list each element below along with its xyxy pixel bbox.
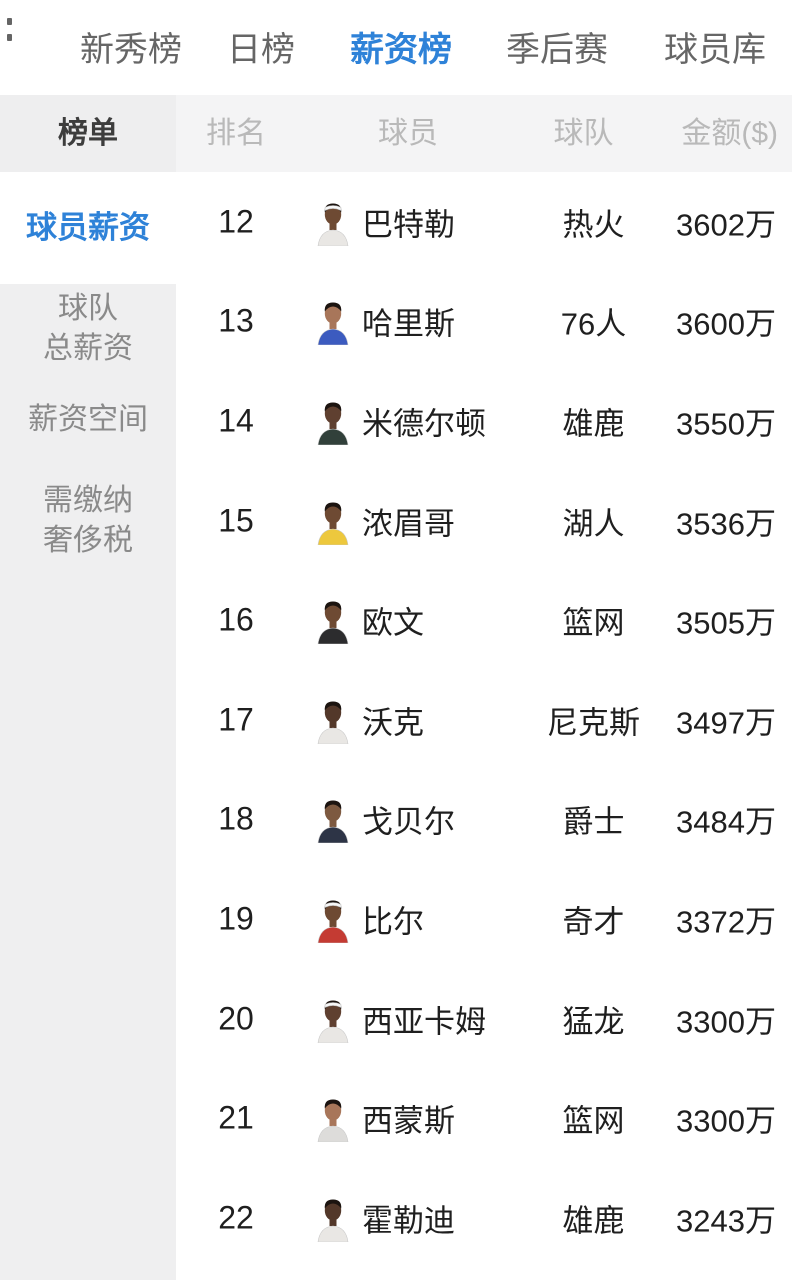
team-name: 篮网: [562, 605, 625, 641]
team-name: 76人: [560, 306, 627, 342]
player-avatar-icon: [313, 795, 353, 844]
rank-value: 13: [218, 302, 254, 339]
player-name: 霍勒迪: [362, 1203, 455, 1239]
sidebar-item-label: 奢侈税: [43, 524, 133, 557]
table-row[interactable]: 15 浓眉哥 湖人 3536万: [176, 471, 792, 571]
column-header-team: 球队: [553, 117, 614, 150]
player-name: 西亚卡姆: [362, 1004, 486, 1040]
rank-value: 18: [218, 800, 254, 837]
top-tab-bar: 新秀榜 日榜 薪资榜 季后赛 球员库: [0, 0, 792, 95]
rank-value: 21: [218, 1099, 254, 1136]
salary-amount: 3300万: [676, 1103, 776, 1139]
player-name: 巴特勒: [362, 207, 455, 243]
salary-amount: 3536万: [676, 506, 776, 542]
player-name: 浓眉哥: [362, 506, 455, 542]
table-header: 榜单 排名 球员 球队 金额($): [0, 95, 792, 172]
tab-player-database[interactable]: 球员库: [664, 31, 766, 69]
sidebar-item-label: 需缴纳: [43, 484, 133, 517]
table-row[interactable]: 16 欧文 篮网 3505万: [176, 570, 792, 670]
salary-amount: 3243万: [676, 1203, 776, 1239]
player-avatar-icon: [313, 198, 353, 247]
salary-amount: 3497万: [676, 705, 776, 741]
table-row[interactable]: 19 比尔 奇才 3372万: [176, 869, 792, 969]
player-avatar-icon: [313, 1094, 353, 1143]
rank-value: 17: [218, 701, 254, 738]
sidebar-item-label: 薪资空间: [28, 403, 148, 436]
player-avatar-icon: [313, 497, 353, 545]
sidebar-item-team-total-salary[interactable]: 球队 总薪资: [0, 284, 176, 374]
player-avatar-icon: [313, 696, 353, 745]
table-row[interactable]: 13 哈里斯 76人 3600万: [176, 272, 792, 372]
team-name: 爵士: [562, 804, 625, 840]
table-row[interactable]: 21 西蒙斯 篮网 3300万: [176, 1068, 792, 1168]
edge-artifact-marks: [7, 18, 17, 58]
team-name: 热火: [562, 207, 625, 243]
sidebar-item-luxury-tax-payable[interactable]: 需缴纳 奢侈税: [0, 466, 176, 576]
rank-value: 16: [218, 601, 254, 638]
team-name: 猛龙: [562, 1004, 625, 1040]
rank-value: 15: [218, 502, 254, 539]
sidebar: 球员薪资球队总薪资薪资空间需缴纳奢侈税: [0, 172, 176, 1280]
sidebar-item-label: 球队: [58, 292, 118, 325]
player-name: 比尔: [362, 904, 424, 940]
tab-rookie-list[interactable]: 新秀榜: [80, 31, 182, 69]
player-avatar-icon: [313, 397, 353, 446]
sidebar-item-salary-cap-space[interactable]: 薪资空间: [0, 374, 176, 466]
rank-value: 12: [218, 203, 254, 240]
rank-value: 22: [218, 1199, 254, 1236]
player-name: 西蒙斯: [362, 1103, 455, 1139]
salary-amount: 3505万: [676, 605, 776, 641]
sidebar-item-player-salary[interactable]: 球员薪资: [0, 172, 176, 284]
player-name: 沃克: [362, 705, 424, 741]
tab-playoffs[interactable]: 季后赛: [506, 31, 608, 69]
player-name: 米德尔顿: [362, 406, 486, 442]
player-avatar-icon: [313, 297, 353, 346]
player-avatar-icon: [313, 995, 353, 1043]
table-row[interactable]: 22 霍勒迪 雄鹿 3243万: [176, 1168, 792, 1268]
player-name: 戈贝尔: [362, 804, 455, 840]
tab-daily-list[interactable]: 日榜: [227, 31, 295, 69]
table-row[interactable]: 18 戈贝尔 爵士 3484万: [176, 770, 792, 870]
salary-amount: 3600万: [676, 306, 776, 342]
player-name: 欧文: [362, 605, 424, 641]
rank-value: 19: [218, 900, 254, 937]
team-name: 湖人: [562, 506, 625, 542]
salary-amount: 3602万: [676, 207, 776, 243]
rank-value: 20: [218, 1000, 254, 1037]
team-name: 雄鹿: [562, 406, 625, 442]
table-row[interactable]: 12 巴特勒 热火 3602万: [176, 172, 792, 272]
team-name: 雄鹿: [562, 1203, 625, 1239]
table-row[interactable]: 17 沃克 尼克斯 3497万: [176, 670, 792, 770]
salary-amount: 3300万: [676, 1004, 776, 1040]
salary-amount: 3372万: [676, 904, 776, 940]
player-avatar-icon: [313, 1194, 353, 1243]
table-row[interactable]: 20 西亚卡姆 猛龙 3300万: [176, 969, 792, 1069]
player-avatar-icon: [313, 596, 353, 645]
salary-row-list: 12 巴特勒 热火 3602万 13 哈里斯 76人 3600万 14 米德尔顿 雄鹿 3550万 15…: [176, 172, 792, 1280]
table-body: 球员薪资球队总薪资薪资空间需缴纳奢侈税 12 巴特勒 热火 3602万 13 哈里斯 76人…: [0, 172, 792, 1280]
column-header-rank: 排名: [206, 117, 266, 150]
salary-amount: 3550万: [676, 406, 776, 442]
salary-amount: 3484万: [676, 804, 776, 840]
team-name: 尼克斯: [547, 705, 640, 741]
player-avatar-icon: [313, 895, 353, 944]
team-name: 奇才: [562, 904, 625, 940]
column-header-player: 球员: [378, 117, 438, 150]
rank-value: 14: [218, 402, 254, 439]
tab-salary-list[interactable]: 薪资榜: [350, 31, 452, 69]
table-row[interactable]: 14 米德尔顿 雄鹿 3550万: [176, 371, 792, 471]
column-header-amount: 金额($): [681, 117, 778, 150]
sidebar-item-label: 球员薪资: [26, 210, 150, 245]
player-name: 哈里斯: [362, 306, 455, 342]
team-name: 篮网: [562, 1103, 625, 1139]
sidebar-item-label: 总薪资: [43, 332, 133, 365]
column-header-list: 榜单: [0, 95, 176, 172]
